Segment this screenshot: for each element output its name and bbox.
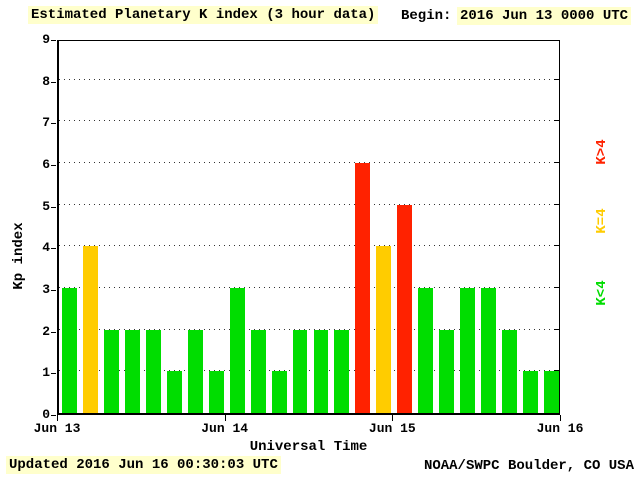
- x-tick-label: Jun 16: [536, 421, 584, 436]
- updated-text: Updated 2016 Jun 16 00:30:03 UTC: [6, 456, 281, 474]
- y-tick-mark: [51, 123, 56, 125]
- kp-bar: [481, 288, 497, 413]
- legend-k-lt-4: K<4: [594, 280, 610, 306]
- y-tick-label: 3: [42, 282, 50, 297]
- y-tick-mark-right: [554, 78, 559, 80]
- y-tick-mark: [51, 206, 56, 208]
- kp-bar: [502, 329, 518, 413]
- y-tick-mark-right: [554, 370, 559, 372]
- kp-bar: [124, 329, 140, 413]
- kp-bar: [82, 246, 98, 413]
- y-tick-mark-right: [554, 162, 559, 163]
- x-tick-label: Jun 15: [368, 421, 416, 436]
- y-tick-mark-right: [554, 120, 559, 122]
- x-tick-mark: [392, 415, 394, 421]
- x-tick-mark: [560, 415, 561, 421]
- begin-label: Begin:: [401, 8, 452, 24]
- y-tick-label: 8: [42, 73, 50, 89]
- y-tick-label: 5: [42, 198, 50, 214]
- y-tick-label: 0: [42, 407, 50, 422]
- begin-value: 2016 Jun 13 0000 UTC: [457, 7, 632, 25]
- gridline: [59, 370, 559, 372]
- x-tick-label: Jun 14: [201, 421, 249, 436]
- y-tick-mark-right: [554, 203, 559, 205]
- y-tick-mark: [51, 81, 56, 83]
- kp-bar: [460, 288, 476, 413]
- y-tick-mark: [51, 373, 56, 375]
- kp-bar: [313, 329, 329, 413]
- kp-bar: [250, 329, 266, 413]
- gridline: [59, 78, 559, 80]
- y-tick-mark: [51, 290, 56, 291]
- gridline: [59, 203, 559, 205]
- kp-bar: [145, 329, 161, 413]
- kp-bar: [166, 371, 182, 413]
- chart-title: Estimated Planetary K index (3 hour data…: [28, 6, 379, 24]
- y-tick-label: 6: [42, 157, 50, 172]
- y-tick-mark: [51, 165, 56, 166]
- kp-bar: [292, 329, 308, 413]
- kp-bar: [544, 371, 559, 413]
- y-tick-label: 2: [42, 323, 50, 339]
- kp-bar: [187, 329, 203, 413]
- kp-bar: [334, 329, 350, 413]
- gridline: [59, 287, 559, 288]
- kp-bar: [103, 329, 119, 413]
- y-tick-mark: [51, 248, 56, 250]
- gridline: [59, 328, 559, 330]
- y-tick-label: 1: [42, 365, 50, 381]
- kp-bar: [208, 371, 224, 413]
- kp-bar: [355, 163, 371, 413]
- source-text: NOAA/SWPC Boulder, CO USA: [423, 458, 634, 474]
- kp-bar: [271, 371, 287, 413]
- gridline: [59, 162, 559, 163]
- legend-k-eq-4: K=4: [594, 208, 610, 234]
- y-tick-label: 7: [42, 115, 50, 131]
- kp-bar: [418, 288, 434, 413]
- y-tick-mark: [51, 40, 56, 41]
- x-tick-mark: [57, 415, 58, 421]
- gridline: [59, 245, 559, 247]
- y-tick-mark-right: [554, 328, 559, 330]
- y-tick-label: 9: [42, 32, 50, 47]
- kp-bar: [397, 204, 413, 413]
- kp-bar: [62, 288, 77, 413]
- y-tick-mark: [51, 331, 56, 333]
- kp-bar: [439, 329, 455, 413]
- y-tick-label: 4: [42, 240, 50, 256]
- y-tick-mark: [51, 415, 56, 416]
- plot-area: [57, 40, 560, 415]
- y-tick-mark-right: [554, 287, 559, 288]
- kp-bar: [229, 288, 245, 413]
- x-tick-label: Jun 13: [33, 421, 81, 436]
- legend-k-gt-4: K>4: [594, 139, 610, 165]
- gridline: [59, 120, 559, 122]
- kp-bar: [376, 246, 392, 413]
- x-tick-mark: [224, 415, 226, 421]
- y-tick-mark-right: [554, 245, 559, 247]
- kp-bar: [523, 371, 539, 413]
- x-axis-title: Universal Time: [249, 439, 368, 455]
